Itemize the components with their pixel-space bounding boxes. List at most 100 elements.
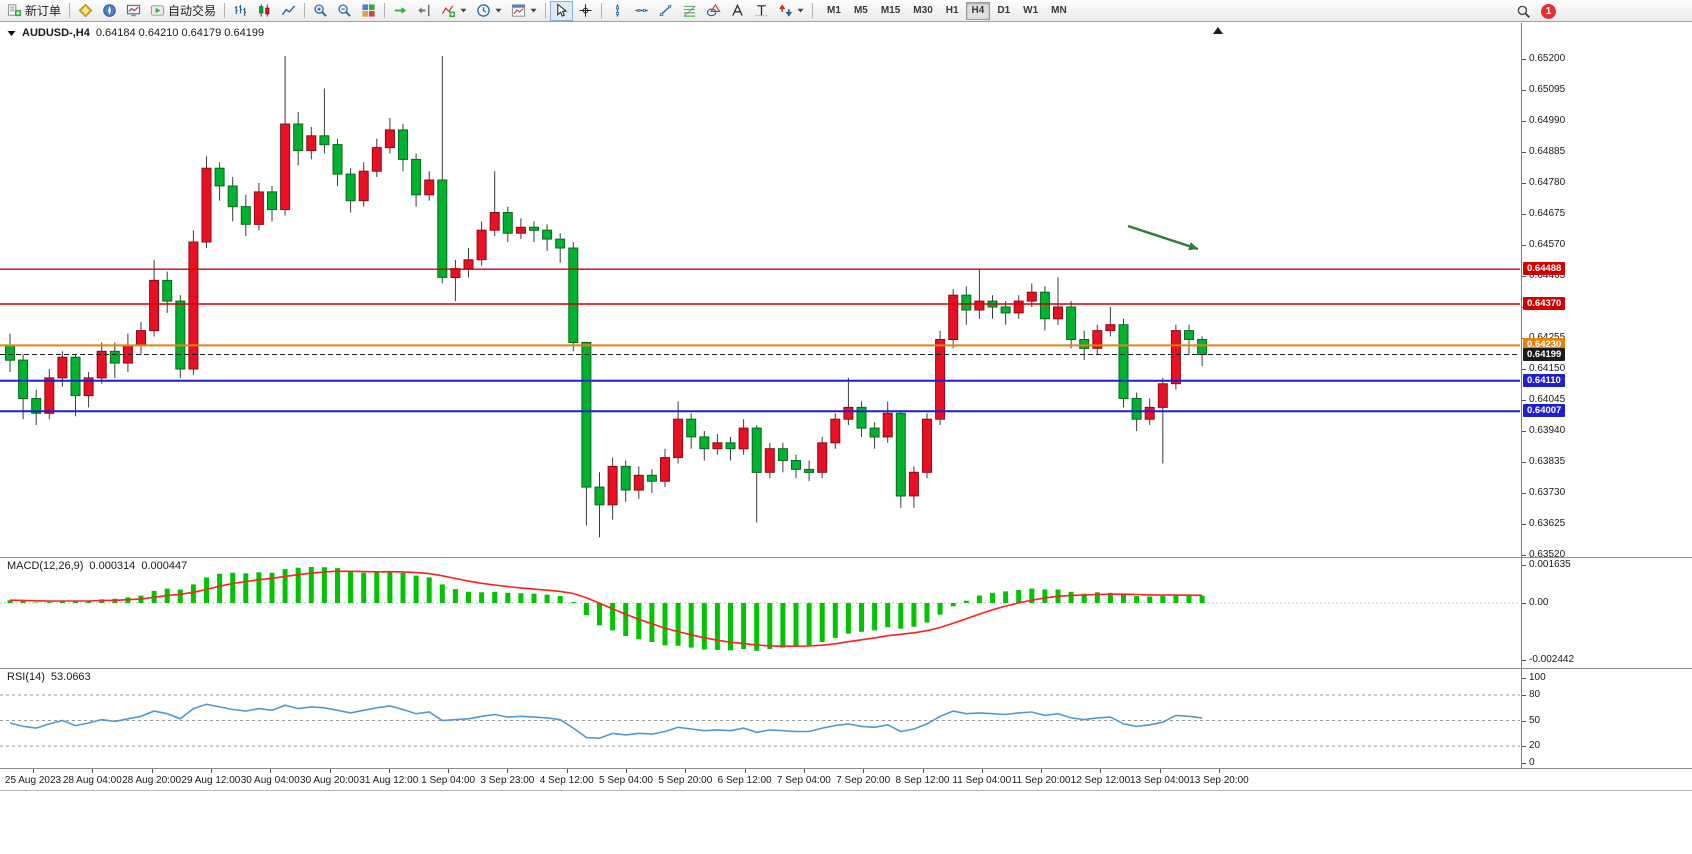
indicators-button[interactable] bbox=[437, 1, 471, 21]
price-axis-label: 0.64780 bbox=[1529, 177, 1566, 188]
time-axis-tick bbox=[92, 769, 94, 773]
price-tag-0.64199[interactable]: 0.64199 bbox=[1523, 347, 1566, 361]
rsi-line bbox=[9, 703, 1203, 740]
rsi-axis-label: 0 bbox=[1529, 757, 1535, 768]
time-axis-label: 13 Sep 20:00 bbox=[1189, 775, 1249, 786]
fibonacci-tool-button[interactable] bbox=[678, 1, 701, 21]
time-axis-tick bbox=[863, 769, 865, 773]
terminal-icon bbox=[126, 4, 141, 17]
crosshair-button[interactable] bbox=[574, 1, 597, 21]
toolbar-separator bbox=[545, 3, 547, 18]
search-button[interactable] bbox=[1512, 1, 1535, 21]
autotrade-icon bbox=[150, 5, 165, 16]
time-axis-tick bbox=[744, 769, 746, 773]
timeframe-d1-button[interactable]: D1 bbox=[991, 2, 1016, 20]
price-tag-0.64488[interactable]: 0.64488 bbox=[1523, 262, 1566, 276]
axis-tick bbox=[1522, 431, 1526, 432]
trend-arrow-head bbox=[1188, 242, 1198, 251]
trendline-icon bbox=[659, 4, 672, 17]
bottom-border bbox=[0, 790, 1692, 791]
shapes-tool-button[interactable] bbox=[702, 1, 725, 21]
navigator-button[interactable] bbox=[98, 1, 121, 21]
auto-scroll-button[interactable] bbox=[389, 1, 412, 21]
shapes-icon bbox=[706, 3, 721, 17]
price-axis-label: 0.64465 bbox=[1529, 270, 1566, 281]
time-axis-tick bbox=[1219, 769, 1220, 773]
macd-panel[interactable] bbox=[0, 558, 1520, 668]
timeframe-w1-button[interactable]: W1 bbox=[1017, 2, 1044, 20]
periods-button[interactable] bbox=[472, 1, 506, 21]
text-label-tool-button[interactable] bbox=[750, 1, 773, 21]
panel-separator[interactable] bbox=[0, 557, 1692, 558]
indicators-icon bbox=[441, 5, 456, 18]
chart-shift-icon bbox=[418, 4, 430, 17]
price-chart-svg[interactable] bbox=[0, 23, 1520, 557]
time-axis-label: 25 Aug 2023 bbox=[4, 775, 62, 786]
price-axis-label: 0.64885 bbox=[1529, 146, 1566, 157]
macd-svg bbox=[0, 567, 1520, 651]
timeframe-buttons: M1 M5 M15 M30 H1 H4 D1 W1 MN bbox=[821, 1, 1073, 20]
axis-tick bbox=[1522, 214, 1526, 215]
horizontal-line-tool-button[interactable] bbox=[630, 1, 653, 21]
terminal-button[interactable] bbox=[122, 1, 145, 21]
price-tag-0.64007[interactable]: 0.64007 bbox=[1523, 404, 1566, 418]
market-watch-button[interactable] bbox=[74, 1, 97, 21]
templates-button[interactable] bbox=[507, 1, 541, 21]
timeframe-m1-button[interactable]: M1 bbox=[821, 2, 847, 20]
text-label-icon bbox=[755, 5, 768, 17]
timeframe-mn-button[interactable]: MN bbox=[1045, 2, 1073, 20]
zoom-out-icon bbox=[338, 4, 351, 17]
time-axis-tick bbox=[210, 769, 212, 773]
candle-chart-button[interactable] bbox=[253, 1, 276, 21]
trend-arrow-annotation[interactable] bbox=[1127, 224, 1199, 251]
toolbar-separator bbox=[601, 3, 603, 18]
autotrade-label: 自动交易 bbox=[168, 4, 217, 18]
time-axis-tick bbox=[685, 769, 687, 773]
autotrade-button[interactable]: 自动交易 bbox=[146, 1, 220, 21]
macd-axis-label: 0.00 bbox=[1529, 597, 1549, 608]
timeframe-m30-button[interactable]: M30 bbox=[907, 2, 938, 20]
bar-chart-button[interactable] bbox=[229, 1, 252, 21]
timeframe-h1-button[interactable]: H1 bbox=[940, 2, 965, 20]
time-axis-label: 30 Aug 20:00 bbox=[300, 775, 359, 786]
navigator-icon bbox=[103, 4, 116, 17]
timeframe-m5-button[interactable]: M5 bbox=[848, 2, 874, 20]
trendline-tool-button[interactable] bbox=[654, 1, 677, 21]
timeframe-m15-button[interactable]: M15 bbox=[875, 2, 906, 20]
chevron-down-icon bbox=[797, 8, 804, 13]
line-chart-button[interactable] bbox=[277, 1, 300, 21]
notification-badge[interactable]: 1 bbox=[1541, 3, 1556, 19]
panel-separator[interactable] bbox=[0, 668, 1692, 669]
new-order-button[interactable]: 新订单 bbox=[3, 1, 65, 21]
time-axis-label: 11 Sep 04:00 bbox=[952, 775, 1012, 786]
timeframe-h4-button[interactable]: H4 bbox=[965, 1, 991, 20]
arrows-tool-button[interactable] bbox=[774, 1, 808, 21]
macd-signal-value: 0.000447 bbox=[141, 560, 188, 572]
cursor-button[interactable] bbox=[550, 0, 574, 21]
chart-shift-button[interactable] bbox=[413, 1, 436, 21]
vertical-line-tool-button[interactable] bbox=[606, 1, 629, 21]
crosshair-icon bbox=[579, 4, 592, 17]
chart-shift-marker[interactable] bbox=[1213, 27, 1223, 34]
tile-windows-button[interactable] bbox=[357, 1, 380, 21]
price-tag-0.64110[interactable]: 0.64110 bbox=[1523, 373, 1565, 387]
price-axis-label: 0.63835 bbox=[1529, 456, 1566, 467]
axis-tick bbox=[1522, 245, 1526, 246]
axis-tick bbox=[1522, 678, 1526, 679]
zoom-out-button[interactable] bbox=[333, 1, 356, 21]
price-axis[interactable]: 0.65200 0.65095 0.64990 0.64885 0.64780 0.646… bbox=[1521, 23, 1692, 768]
zoom-in-button[interactable] bbox=[309, 1, 332, 21]
price-tag-0.64370[interactable]: 0.64370 bbox=[1523, 297, 1566, 311]
chevron-down-icon bbox=[495, 8, 502, 13]
price-chart-panel[interactable] bbox=[0, 23, 1520, 557]
time-axis[interactable]: 25 Aug 2023 28 Aug 04:00 28 Aug 20:00 29 Au… bbox=[0, 769, 1692, 790]
axis-tick bbox=[1522, 763, 1526, 764]
time-axis-tick bbox=[1159, 769, 1161, 773]
horizontal-line-icon bbox=[635, 9, 648, 12]
text-tool-button[interactable] bbox=[726, 1, 749, 21]
chart-menu-icon[interactable] bbox=[7, 30, 16, 37]
toolbar: 新订单 自动交易 bbox=[0, 0, 1692, 22]
rsi-panel[interactable] bbox=[0, 669, 1520, 768]
time-axis-label: 30 Aug 04:00 bbox=[240, 775, 300, 786]
axis-tick bbox=[1522, 721, 1526, 722]
